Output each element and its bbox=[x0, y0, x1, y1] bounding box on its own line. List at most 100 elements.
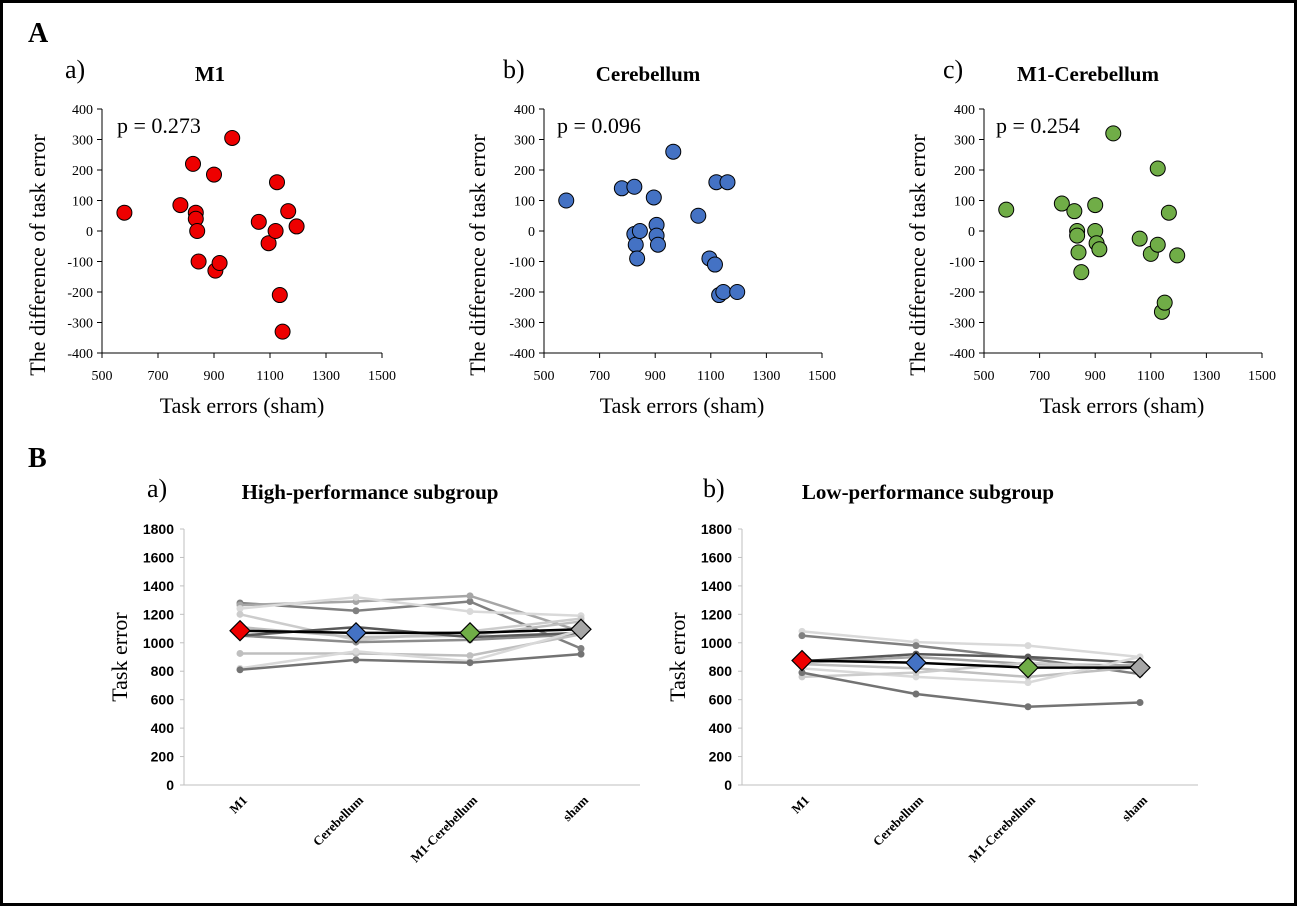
x-tick-labels: 500 700 900 1100 1300 1500 bbox=[974, 353, 1276, 384]
y-tick-label: 1600 bbox=[701, 549, 732, 565]
data-point bbox=[631, 223, 648, 239]
data-point bbox=[206, 166, 222, 183]
y-tick-label: 0 bbox=[528, 225, 535, 240]
individual-point bbox=[1024, 703, 1032, 711]
line-chart-low-performance: b) Low-performance subgroup Task error 0… bbox=[665, 474, 1198, 865]
chart-title: M1-Cerebellum bbox=[1017, 62, 1159, 86]
individual-point bbox=[466, 659, 474, 667]
y-tick-label: 400 bbox=[514, 103, 535, 118]
mean-diamond-marker bbox=[345, 621, 367, 644]
y-tick-label: 0 bbox=[86, 225, 93, 240]
individual-point bbox=[352, 656, 360, 664]
mean-line bbox=[229, 618, 592, 644]
y-tick-label: 300 bbox=[72, 134, 93, 149]
data-point bbox=[715, 284, 732, 300]
scatter-chart-m1: a) M1 p = 0.273 The difference of task e… bbox=[25, 55, 396, 418]
y-tick-label: 400 bbox=[151, 720, 175, 736]
x-tick-label: 700 bbox=[148, 369, 169, 384]
individual-series-line bbox=[239, 632, 582, 644]
data-point bbox=[690, 207, 707, 224]
data-point bbox=[274, 323, 291, 340]
data-point bbox=[189, 223, 206, 239]
data-point bbox=[280, 203, 297, 220]
x-axis-label: Task errors (sham) bbox=[160, 393, 325, 418]
data-point bbox=[116, 204, 133, 221]
subplot-label: a) bbox=[147, 474, 167, 503]
individual-point bbox=[236, 605, 244, 613]
individual-series-line bbox=[801, 652, 1141, 664]
y-tick-label: -400 bbox=[949, 347, 975, 362]
mean-series-line bbox=[801, 659, 1140, 669]
mean-diamond-marker bbox=[1017, 656, 1039, 679]
x-tick-label: 900 bbox=[1085, 369, 1106, 384]
y-tick-label: -400 bbox=[67, 347, 93, 362]
subplot-label: b) bbox=[503, 55, 525, 84]
y-tick-label: 200 bbox=[151, 749, 175, 765]
mean-line bbox=[791, 649, 1151, 679]
y-tick-label: 100 bbox=[514, 195, 535, 210]
y-tick-label: 400 bbox=[709, 720, 733, 736]
y-axis-label: The difference of task error bbox=[905, 134, 930, 376]
data-point bbox=[224, 129, 241, 146]
data-point bbox=[1149, 236, 1166, 253]
x-tick-labels: 500 700 900 1100 1300 1500 bbox=[92, 353, 396, 384]
data-point bbox=[645, 189, 662, 206]
individual-series-line bbox=[801, 630, 1141, 659]
chart-title: M1 bbox=[195, 62, 225, 86]
y-tick-label: 1800 bbox=[143, 521, 174, 537]
scatter-points bbox=[116, 129, 305, 340]
individual-point bbox=[577, 644, 585, 652]
individual-point bbox=[236, 649, 244, 657]
x-tick-label: 500 bbox=[534, 369, 555, 384]
y-tick-label: 200 bbox=[709, 749, 733, 765]
y-tick-label: 600 bbox=[709, 692, 733, 708]
chart-title: Cerebellum bbox=[596, 62, 701, 86]
data-point bbox=[706, 256, 723, 273]
y-tick-labels: 0 200 400 600 800 1000 1200 1400 1600 1800 bbox=[143, 521, 184, 793]
mean-diamond-marker bbox=[570, 618, 592, 641]
data-point bbox=[626, 178, 643, 195]
data-point bbox=[1070, 244, 1087, 261]
x-tick-label: 1500 bbox=[1248, 369, 1276, 384]
y-tick-label: 600 bbox=[151, 692, 175, 708]
data-point bbox=[627, 236, 644, 253]
subplot-label: c) bbox=[943, 55, 963, 84]
individual-point bbox=[1024, 679, 1032, 687]
scatter-points bbox=[558, 143, 746, 304]
x-tick-label: 1300 bbox=[1192, 369, 1220, 384]
x-tick-label: 1100 bbox=[697, 369, 724, 384]
data-point bbox=[185, 155, 201, 172]
data-point bbox=[1105, 125, 1122, 142]
y-tick-label: 200 bbox=[514, 164, 535, 179]
chart-title: Low-performance subgroup bbox=[802, 480, 1054, 504]
y-tick-label: 1000 bbox=[143, 635, 174, 651]
mean-diamond-marker bbox=[1129, 656, 1151, 679]
y-tick-label: -100 bbox=[509, 256, 535, 271]
scatter-chart-cerebellum: b) Cerebellum p = 0.096 The difference o… bbox=[465, 55, 836, 418]
data-point bbox=[1149, 160, 1166, 177]
individual-point bbox=[236, 610, 244, 618]
data-point bbox=[998, 201, 1015, 218]
x-tick-label: 1300 bbox=[312, 369, 340, 384]
y-tick-label: -300 bbox=[67, 317, 93, 332]
individual-point bbox=[798, 632, 806, 640]
y-tick-label: 800 bbox=[709, 663, 733, 679]
y-tick-label: -300 bbox=[509, 317, 535, 332]
x-tick-label: 900 bbox=[204, 369, 225, 384]
data-point bbox=[729, 284, 746, 300]
scatter-points bbox=[998, 125, 1186, 320]
individual-series-line bbox=[801, 661, 1141, 679]
individual-point bbox=[1024, 642, 1032, 650]
x-axis-label: Task errors (sham) bbox=[600, 393, 765, 418]
panel-label-a: A bbox=[28, 18, 49, 49]
y-tick-label: -200 bbox=[67, 286, 93, 301]
data-point bbox=[1169, 247, 1186, 264]
y-tick-label: 0 bbox=[724, 777, 732, 793]
data-point bbox=[1069, 227, 1086, 244]
y-tick-label: -100 bbox=[67, 256, 93, 271]
y-tick-label: 0 bbox=[968, 225, 975, 240]
y-tick-label: 100 bbox=[954, 195, 975, 210]
data-point bbox=[288, 218, 305, 235]
x-tick-label: 1100 bbox=[256, 369, 283, 384]
